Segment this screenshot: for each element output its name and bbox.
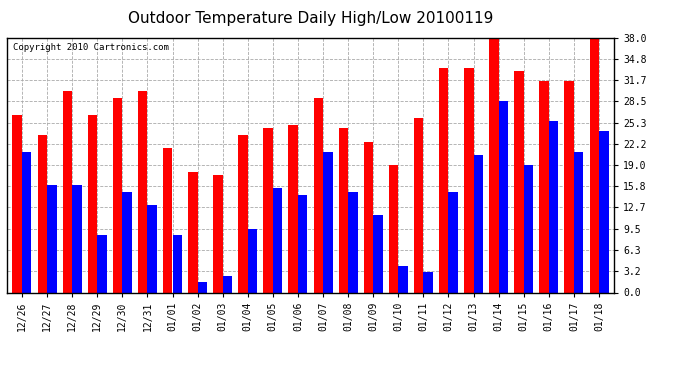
Bar [313, 98, 323, 292]
Bar [288, 125, 298, 292]
Bar [448, 192, 458, 292]
Bar [88, 115, 97, 292]
Bar [112, 98, 122, 292]
Bar [424, 272, 433, 292]
Bar [163, 148, 172, 292]
Bar [388, 165, 398, 292]
Bar [197, 282, 207, 292]
Bar [439, 68, 449, 292]
Bar [97, 236, 107, 292]
Text: Outdoor Temperature Daily High/Low 20100119: Outdoor Temperature Daily High/Low 20100… [128, 11, 493, 26]
Bar [122, 192, 132, 292]
Bar [22, 152, 32, 292]
Bar [348, 192, 357, 292]
Bar [172, 236, 182, 292]
Bar [298, 195, 308, 292]
Bar [473, 155, 483, 292]
Bar [213, 175, 223, 292]
Bar [47, 185, 57, 292]
Bar [599, 132, 609, 292]
Bar [188, 172, 197, 292]
Bar [574, 152, 584, 292]
Bar [248, 229, 257, 292]
Text: Copyright 2010 Cartronics.com: Copyright 2010 Cartronics.com [13, 43, 169, 52]
Bar [273, 189, 282, 292]
Bar [148, 205, 157, 292]
Bar [414, 118, 424, 292]
Bar [138, 91, 148, 292]
Bar [37, 135, 47, 292]
Bar [589, 38, 599, 292]
Bar [464, 68, 473, 292]
Bar [514, 71, 524, 292]
Bar [540, 81, 549, 292]
Bar [524, 165, 533, 292]
Bar [489, 38, 499, 292]
Bar [12, 115, 22, 292]
Bar [264, 128, 273, 292]
Bar [339, 128, 348, 292]
Bar [223, 276, 233, 292]
Bar [72, 185, 81, 292]
Bar [549, 122, 558, 292]
Bar [499, 101, 509, 292]
Bar [323, 152, 333, 292]
Bar [373, 215, 383, 292]
Bar [238, 135, 248, 292]
Bar [564, 81, 574, 292]
Bar [364, 141, 373, 292]
Bar [398, 266, 408, 292]
Bar [63, 91, 72, 292]
